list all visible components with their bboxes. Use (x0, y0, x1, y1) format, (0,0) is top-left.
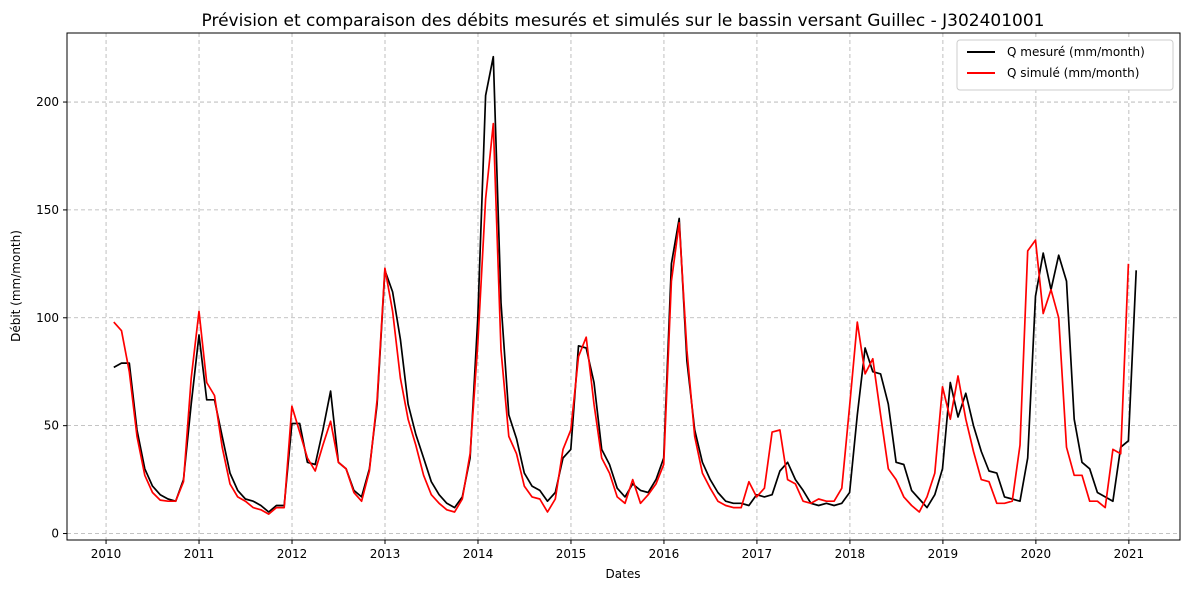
x-tick-label: 2020 (1021, 547, 1052, 561)
y-tick-label: 200 (36, 95, 59, 109)
x-tick-label: 2016 (649, 547, 680, 561)
x-axis-label: Dates (606, 567, 641, 581)
y-axis-label: Débit (mm/month) (9, 230, 23, 342)
x-tick-label: 2017 (742, 547, 773, 561)
y-tick-label: 0 (51, 527, 59, 541)
x-tick-label: 2015 (556, 547, 587, 561)
plot-area-frame (66, 32, 1181, 541)
x-tick-label: 2013 (370, 547, 401, 561)
x-tick-label: 2019 (928, 547, 959, 561)
x-axis-ticks: 2010 2011 2012 2013 2014 2015 2016 2017 2018 2019… (91, 540, 1144, 561)
y-axis-ticks: 0 50 100 150 200 (36, 95, 67, 541)
y-tick-label: 150 (36, 203, 59, 217)
legend: Q mesuré (mm/month) Q simulé (mm/month) (956, 39, 1174, 91)
x-tick-label: 2012 (277, 547, 308, 561)
legend-label-mesure: Q mesuré (mm/month) (1007, 45, 1145, 59)
x-tick-label: 2010 (91, 547, 122, 561)
series-line-q-mesure (113, 55, 1138, 513)
series-line-q-simule (113, 122, 1130, 515)
legend-label-simule: Q simulé (mm/month) (1007, 66, 1139, 80)
x-tick-label: 2011 (184, 547, 215, 561)
y-tick-label: 50 (44, 419, 59, 433)
chart-title: Prévision et comparaison des débits mesu… (202, 11, 1045, 31)
x-tick-label: 2018 (835, 547, 866, 561)
x-tick-label: 2021 (1114, 547, 1145, 561)
y-tick-label: 100 (36, 311, 59, 325)
x-tick-label: 2014 (463, 547, 494, 561)
series-layer (113, 55, 1138, 515)
grid (67, 33, 1180, 540)
legend-box (956, 39, 1174, 91)
